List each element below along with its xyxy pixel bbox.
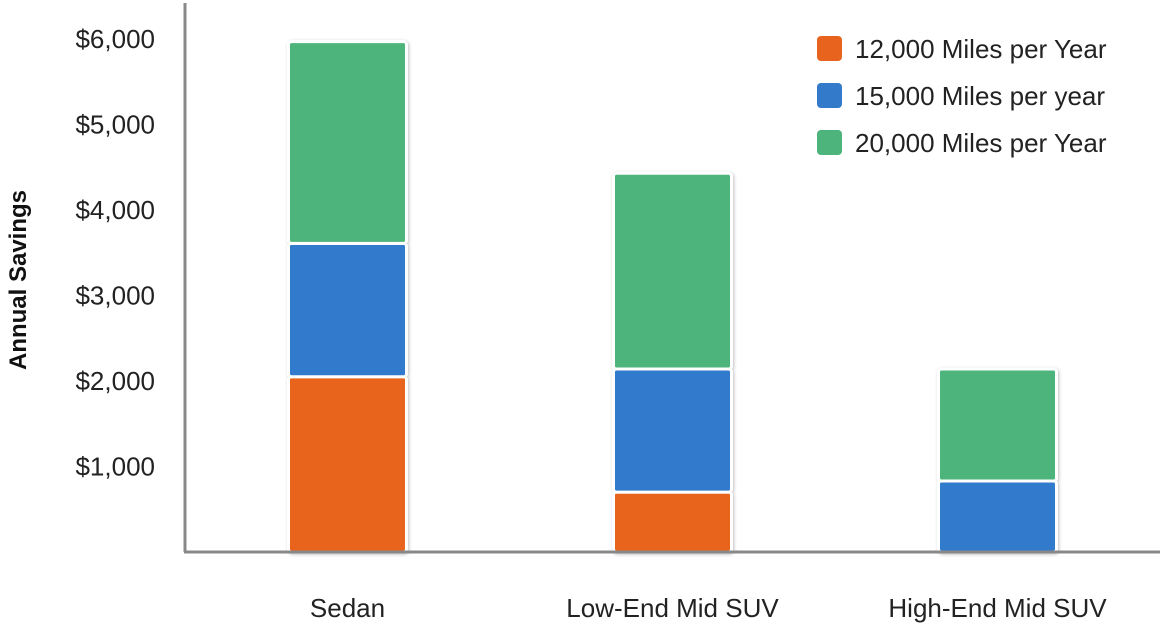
y-tick-label: $6,000 bbox=[75, 24, 155, 54]
y-tick-label: $3,000 bbox=[75, 281, 155, 311]
bar-segment bbox=[612, 171, 733, 371]
legend-item: 15,000 Miles per year bbox=[817, 81, 1105, 111]
bars-group bbox=[287, 40, 1058, 554]
y-axis-title: Annual Savings bbox=[5, 190, 32, 370]
y-tick-label: $1,000 bbox=[75, 452, 155, 482]
bar-stack bbox=[937, 367, 1058, 554]
bar-segment bbox=[287, 241, 408, 379]
bar-segment bbox=[937, 367, 1058, 483]
y-tick-label: $2,000 bbox=[75, 366, 155, 396]
legend-label: 15,000 Miles per year bbox=[855, 81, 1105, 111]
legend-label: 20,000 Miles per Year bbox=[855, 128, 1107, 158]
bar-segment bbox=[612, 490, 733, 554]
legend: 12,000 Miles per Year 15,000 Miles per ye… bbox=[817, 34, 1107, 158]
legend-item: 20,000 Miles per Year bbox=[817, 128, 1107, 158]
bar-stack bbox=[612, 171, 733, 554]
bar-segment bbox=[287, 40, 408, 245]
x-tick-label: Low-End Mid SUV bbox=[566, 593, 779, 623]
legend-item: 12,000 Miles per Year bbox=[817, 34, 1107, 64]
y-axis-title-group: Annual Savings bbox=[5, 190, 32, 370]
x-tick-label: High-End Mid SUV bbox=[888, 593, 1107, 623]
legend-label: 12,000 Miles per Year bbox=[855, 34, 1107, 64]
x-axis-ticks: Sedan Low-End Mid SUV High-End Mid SUV bbox=[310, 593, 1107, 623]
bar-segment bbox=[937, 479, 1058, 554]
bar-segment bbox=[612, 367, 733, 494]
legend-swatch bbox=[817, 83, 842, 108]
y-tick-label: $4,000 bbox=[75, 195, 155, 225]
y-axis-ticks: $1,000 $2,000 $3,000 $4,000 $5,000 $6,000 bbox=[75, 24, 155, 482]
y-tick-label: $5,000 bbox=[75, 110, 155, 140]
bar-stack bbox=[287, 40, 408, 554]
legend-swatch bbox=[817, 130, 842, 155]
legend-swatch bbox=[817, 36, 842, 61]
bar-segment bbox=[287, 375, 408, 554]
x-tick-label: Sedan bbox=[310, 593, 385, 623]
